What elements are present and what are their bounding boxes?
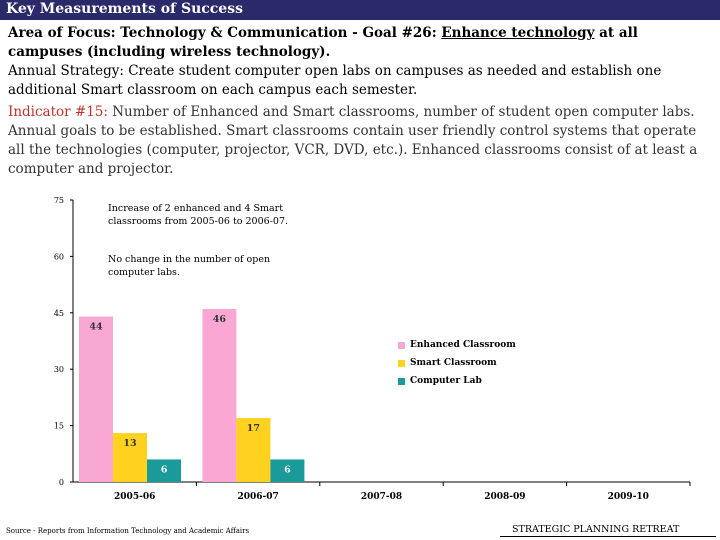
focus-suffix: at all campuses (including wireless tech… (8, 25, 638, 60)
page-title: Key Measurements of Success (6, 1, 243, 17)
bar (113, 433, 147, 482)
data-label: 44 (89, 322, 103, 333)
data-label: 6 (161, 464, 168, 475)
y-tick-label: 60 (54, 252, 64, 261)
bar (202, 309, 237, 482)
x-tick-label: 2009-10 (608, 492, 649, 502)
x-tick-label: 2006-07 (237, 492, 278, 502)
indicator-text: Number of Enhanced and Smart classrooms,… (8, 104, 698, 177)
annotation-classrooms: Increase of 2 enhanced and 4 Smart class… (108, 203, 289, 227)
legend-entry: Smart Classroom (398, 354, 516, 372)
x-tick-label: 2008-09 (484, 492, 525, 502)
annual-strategy: Annual Strategy: Create student computer… (8, 63, 662, 98)
focus-underline: Enhance technology (441, 25, 595, 41)
x-tick-label: 2007-08 (361, 492, 402, 502)
chart-legend: Enhanced Classroom Smart Classroom Compute… (398, 336, 516, 390)
legend-entry: Enhanced Classroom (398, 336, 516, 354)
header-bar: Key Measurements of Success (0, 0, 720, 20)
data-label: 6 (284, 464, 291, 475)
bar (236, 418, 271, 482)
legend-entry: Computer Lab (398, 372, 516, 390)
bar-chart: 0 15 30 45 60 75 2005-06 44 13 6 2006-07 46 17 6 2007-… (54, 196, 691, 502)
y-tick-label: 30 (54, 365, 64, 374)
legend-swatch (398, 359, 405, 367)
indicator-label: Indicator #15: (8, 104, 108, 120)
bar (147, 459, 181, 482)
focus-prefix: Area of Focus: Technology & Communicatio… (8, 25, 442, 41)
data-label: 46 (213, 314, 227, 325)
legend-label: Smart Classroom (410, 358, 497, 368)
legend-label: Computer Lab (410, 376, 482, 386)
data-label: 13 (123, 438, 136, 449)
annotation-labs: No change in the number of open computer… (108, 254, 271, 278)
legend-swatch (398, 341, 405, 349)
footer-retreat: STRATEGIC PLANNING RETREAT (512, 524, 680, 535)
data-label: 17 (247, 423, 260, 434)
x-tick-label: 2005-06 (114, 492, 155, 502)
footer-underline (500, 536, 716, 537)
legend-label: Enhanced Classroom (410, 340, 516, 350)
y-tick-label: 0 (59, 478, 64, 487)
area-of-focus: Area of Focus: Technology & Communicatio… (8, 24, 713, 62)
bar (79, 316, 113, 482)
y-tick-label: 75 (54, 196, 64, 205)
legend-swatch (398, 377, 405, 385)
footer-source: Source - Reports from Information Techno… (6, 527, 250, 535)
y-tick-label: 15 (54, 422, 64, 431)
y-tick-label: 45 (54, 309, 64, 318)
indicator: Indicator #15: Number of Enhanced and Sm… (8, 103, 714, 179)
bar (270, 459, 305, 482)
